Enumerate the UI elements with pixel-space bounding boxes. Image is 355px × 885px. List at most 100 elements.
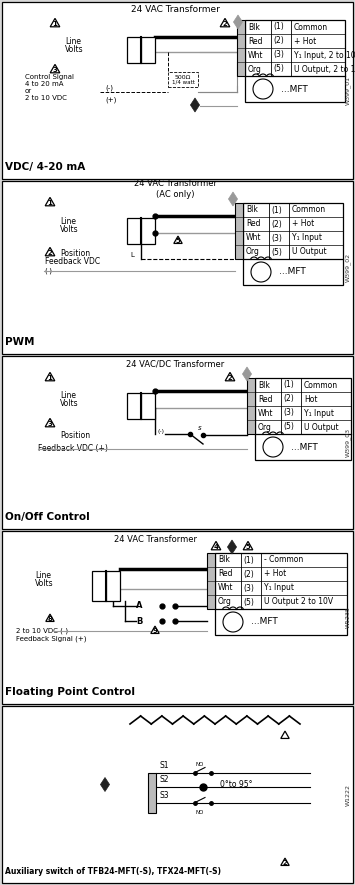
Text: 24 VAC Transformer: 24 VAC Transformer <box>114 535 197 543</box>
Bar <box>235 203 243 259</box>
Text: (3): (3) <box>283 409 294 418</box>
Text: Y₁ Input: Y₁ Input <box>292 234 322 242</box>
Text: (3): (3) <box>243 583 254 592</box>
Polygon shape <box>190 98 200 112</box>
Text: (5): (5) <box>243 597 254 606</box>
Text: Line: Line <box>35 572 51 581</box>
Text: Blk: Blk <box>258 381 270 389</box>
Text: 500Ω: 500Ω <box>175 75 191 80</box>
Text: + Hot: + Hot <box>292 219 314 228</box>
Bar <box>2 181 353 354</box>
Bar <box>2 356 353 529</box>
Text: A: A <box>136 602 142 611</box>
Text: Control Signal: Control Signal <box>25 74 74 80</box>
Text: Common: Common <box>304 381 338 389</box>
Text: 0°to 95°: 0°to 95° <box>220 780 252 789</box>
Text: 24 VAC Transformer: 24 VAC Transformer <box>131 4 219 13</box>
Text: Feedback VDC: Feedback VDC <box>45 258 100 266</box>
Text: VDC/ 4-20 mA: VDC/ 4-20 mA <box>5 162 85 172</box>
Bar <box>148 773 156 812</box>
Polygon shape <box>243 542 253 550</box>
Text: (5): (5) <box>271 248 282 257</box>
Text: NO: NO <box>196 761 204 766</box>
Text: Common: Common <box>292 205 326 214</box>
Text: Auxiliary switch of TFB24-MFT(-S), TFX24-MFT(-S): Auxiliary switch of TFB24-MFT(-S), TFX24… <box>5 867 221 876</box>
Bar <box>2 531 353 704</box>
Text: 2: 2 <box>228 375 233 381</box>
Text: Blk: Blk <box>218 556 230 565</box>
Polygon shape <box>281 858 289 866</box>
Text: 9: 9 <box>153 628 157 634</box>
Polygon shape <box>174 236 182 243</box>
Text: Hot: Hot <box>304 395 317 404</box>
Text: Volts: Volts <box>65 45 84 55</box>
Text: W1235: W1235 <box>345 606 350 628</box>
Text: 3: 3 <box>53 67 58 73</box>
Polygon shape <box>234 15 242 29</box>
Text: Line: Line <box>60 391 76 401</box>
Polygon shape <box>46 614 54 621</box>
Text: 2 to 10 VDC: 2 to 10 VDC <box>25 95 67 101</box>
Text: Org: Org <box>218 597 232 606</box>
Polygon shape <box>50 65 60 73</box>
Text: Volts: Volts <box>60 225 78 234</box>
Polygon shape <box>45 373 55 381</box>
Text: Feedback VDC (+): Feedback VDC (+) <box>38 443 108 452</box>
Bar <box>237 20 245 76</box>
Polygon shape <box>45 248 55 256</box>
Text: U Output, 2 to 10V: U Output, 2 to 10V <box>294 65 355 73</box>
Text: Red: Red <box>218 570 233 579</box>
Text: Red: Red <box>248 36 262 45</box>
Text: Volts: Volts <box>60 399 78 409</box>
Text: s: s <box>198 425 202 431</box>
Text: Position: Position <box>60 432 90 441</box>
Text: 1: 1 <box>53 21 58 27</box>
Text: 2: 2 <box>48 250 53 256</box>
Text: ...MFT: ...MFT <box>251 618 278 627</box>
Text: (2): (2) <box>271 219 282 228</box>
Text: + Hot: + Hot <box>294 36 316 45</box>
Bar <box>141 393 155 419</box>
Text: (5): (5) <box>283 422 294 432</box>
Text: 1: 1 <box>48 200 53 206</box>
Bar <box>127 218 141 244</box>
Text: 4 to 20 mA: 4 to 20 mA <box>25 81 64 87</box>
Bar <box>92 571 106 601</box>
Text: 2: 2 <box>223 21 227 27</box>
Polygon shape <box>228 540 236 554</box>
Text: W1222: W1222 <box>345 783 350 805</box>
Text: (-): (-) <box>44 268 52 274</box>
Text: W399_01: W399_01 <box>345 76 351 105</box>
Polygon shape <box>211 542 221 550</box>
Polygon shape <box>281 731 289 738</box>
Text: 24 VAC/DC Transformer: 24 VAC/DC Transformer <box>126 359 224 368</box>
Polygon shape <box>242 367 252 381</box>
Text: S2: S2 <box>160 775 169 784</box>
Text: U Output 2 to 10V: U Output 2 to 10V <box>264 597 333 606</box>
Text: 1: 1 <box>48 375 53 381</box>
Text: PWM: PWM <box>5 337 34 347</box>
Text: L: L <box>130 252 134 258</box>
Text: (3): (3) <box>273 50 284 59</box>
Text: U Output: U Output <box>292 248 327 257</box>
Text: (2): (2) <box>243 570 254 579</box>
Bar <box>2 706 353 883</box>
Text: On/Off Control: On/Off Control <box>5 512 90 522</box>
Text: Red: Red <box>246 219 261 228</box>
Text: Line: Line <box>60 217 76 226</box>
Polygon shape <box>151 626 159 634</box>
Polygon shape <box>225 373 235 381</box>
Text: + Hot: + Hot <box>264 570 286 579</box>
Text: (-): (-) <box>105 85 113 91</box>
Text: S1: S1 <box>160 761 169 771</box>
Text: Blk: Blk <box>246 205 258 214</box>
Text: Wht: Wht <box>248 50 263 59</box>
Text: Y₁ Input: Y₁ Input <box>304 409 334 418</box>
Text: Position: Position <box>60 249 90 258</box>
Bar <box>255 378 351 460</box>
Text: 3: 3 <box>48 421 53 427</box>
Text: W399_03: W399_03 <box>345 428 351 457</box>
Polygon shape <box>229 192 237 206</box>
Text: Y₁ Input: Y₁ Input <box>264 583 294 592</box>
Text: 24 VAC Transformer
(AC only): 24 VAC Transformer (AC only) <box>133 180 217 199</box>
